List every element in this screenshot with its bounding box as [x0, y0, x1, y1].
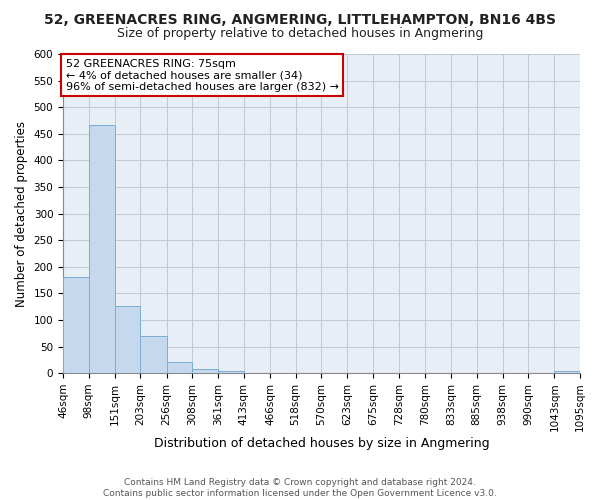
Bar	[89, 124, 115, 373]
Text: Contains HM Land Registry data © Crown copyright and database right 2024.
Contai: Contains HM Land Registry data © Crown c…	[103, 478, 497, 498]
Y-axis label: Number of detached properties: Number of detached properties	[15, 120, 28, 306]
Text: Size of property relative to detached houses in Angmering: Size of property relative to detached ho…	[117, 28, 483, 40]
Bar	[192, 369, 218, 373]
Bar	[115, 306, 140, 373]
Bar	[140, 336, 167, 373]
Text: 52, GREENACRES RING, ANGMERING, LITTLEHAMPTON, BN16 4BS: 52, GREENACRES RING, ANGMERING, LITTLEHA…	[44, 12, 556, 26]
Bar	[218, 371, 244, 373]
X-axis label: Distribution of detached houses by size in Angmering: Distribution of detached houses by size …	[154, 437, 490, 450]
Bar	[554, 371, 580, 373]
Text: 52 GREENACRES RING: 75sqm
← 4% of detached houses are smaller (34)
96% of semi-d: 52 GREENACRES RING: 75sqm ← 4% of detach…	[65, 59, 338, 92]
Bar	[63, 277, 89, 373]
Bar	[167, 362, 192, 373]
